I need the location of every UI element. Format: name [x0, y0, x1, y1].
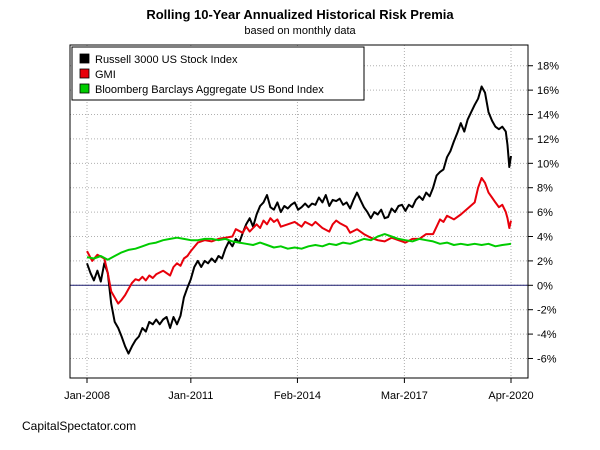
y-tick-label: 6%: [537, 207, 553, 219]
y-tick-label: 2%: [537, 256, 553, 268]
chart-subtitle: based on monthly data: [244, 25, 356, 37]
y-tick-label: 8%: [537, 183, 553, 195]
y-tick-label: 18%: [537, 61, 559, 73]
legend-swatch: [79, 53, 90, 64]
y-tick-label: 14%: [537, 110, 559, 122]
x-tick-label: Jan-2011: [168, 390, 213, 402]
plot-frame: [69, 44, 529, 379]
y-tick-label: 10%: [537, 158, 559, 170]
x-tick-label: Feb-2014: [274, 390, 321, 402]
series-line-2: [86, 233, 512, 261]
legend-label: GMI: [95, 69, 116, 81]
source-credit: CapitalSpectator.com: [22, 419, 137, 433]
series-line-0: [86, 85, 512, 355]
y-tick-label: 16%: [537, 85, 559, 97]
x-tick-label: Mar-2017: [381, 390, 428, 402]
y-tick-label: 4%: [537, 232, 553, 244]
legend-swatch: [79, 83, 90, 94]
legend-label: Bloomberg Barclays Aggregate US Bond Ind…: [95, 84, 324, 96]
legend-box: [71, 46, 365, 101]
y-tick-label: -2%: [537, 305, 557, 317]
y-tick-label: 12%: [537, 134, 559, 146]
y-tick-label: -6%: [537, 353, 557, 365]
y-tick-label: -4%: [537, 329, 557, 341]
legend-label: Russell 3000 US Stock Index: [95, 54, 238, 66]
series-line-1: [86, 177, 512, 305]
x-tick-label: Apr-2020: [488, 390, 533, 402]
x-tick-label: Jan-2008: [64, 390, 110, 402]
legend-swatch: [79, 68, 90, 79]
y-tick-label: 0%: [537, 280, 553, 292]
chart-title: Rolling 10-Year Annualized Historical Ri…: [146, 7, 454, 22]
